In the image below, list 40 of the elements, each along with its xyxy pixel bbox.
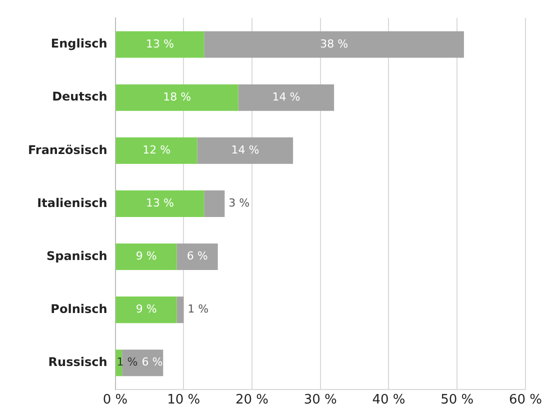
y-tick-label: Englisch [50, 36, 108, 51]
x-tick-label: 40 % [372, 392, 406, 408]
data-label: 13 % [146, 37, 174, 50]
bar [204, 190, 225, 217]
data-label: 14 % [272, 90, 300, 104]
x-tick-label: 60 % [508, 392, 542, 408]
data-label: 6 % [142, 356, 163, 369]
x-tick-label: 10 % [167, 392, 200, 408]
x-tick-label: 50 % [440, 392, 474, 408]
data-label: 3 % [228, 196, 250, 210]
y-tick-label: Russisch [48, 354, 108, 369]
bar [116, 190, 204, 217]
bar [204, 31, 464, 58]
x-tick-label: 20 % [235, 392, 269, 408]
y-tick-label: Polnisch [50, 302, 108, 316]
y-tick-label: Spanisch [46, 248, 108, 263]
bar [116, 137, 198, 164]
bar [197, 137, 294, 164]
y-tick-label: Französisch [28, 142, 108, 157]
data-label: 13 % [146, 196, 174, 210]
bar [176, 296, 184, 324]
x-tick-label: 0 % [102, 392, 128, 408]
bar [238, 84, 334, 111]
data-label: 12 % [142, 144, 171, 156]
data-label: 9 % [136, 302, 157, 316]
data-label: 9 % [136, 250, 157, 263]
y-tick-label: Deutsch [52, 90, 108, 104]
data-label: 1 % [188, 302, 209, 316]
data-label: 14 % [231, 144, 260, 156]
bar [176, 243, 218, 270]
data-label: 6 % [186, 250, 208, 263]
data-label: 1 % [116, 356, 138, 369]
bar [116, 31, 204, 58]
y-tick-label: Italienisch [37, 196, 108, 210]
bar [116, 243, 177, 270]
data-label: 38 % [320, 37, 348, 50]
bar [116, 296, 177, 324]
bar [116, 84, 238, 111]
x-tick-label: 30 % [304, 392, 337, 408]
data-label: 18 % [163, 90, 192, 104]
